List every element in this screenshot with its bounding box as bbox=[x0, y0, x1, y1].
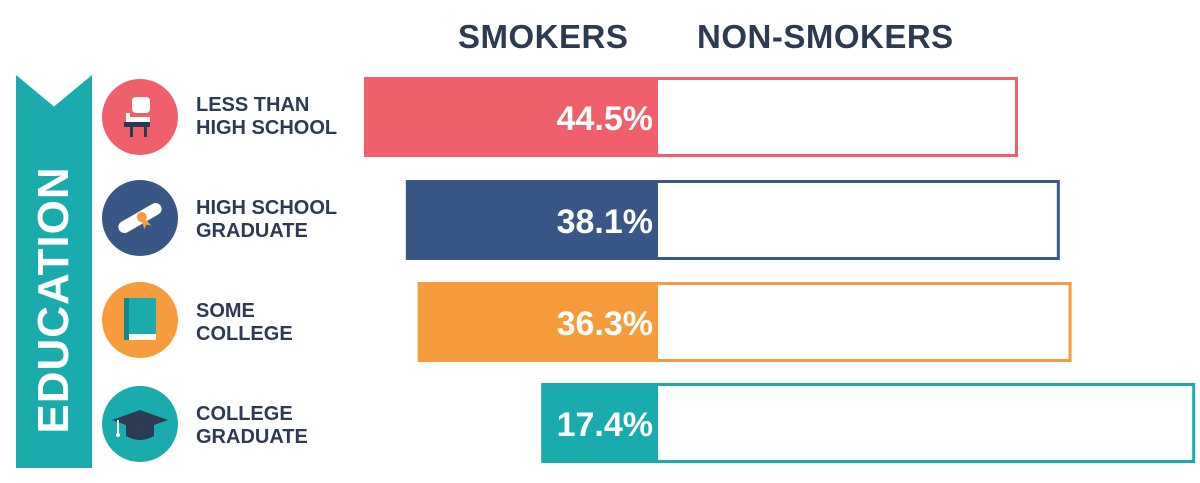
smokers-bar bbox=[405, 180, 655, 260]
row-label-college-graduate: COLLEGE GRADUATE bbox=[196, 403, 308, 448]
non-smokers-bar bbox=[655, 180, 1060, 260]
graduation-cap-icon bbox=[102, 386, 178, 462]
row-label-high-school-graduate: HIGH SCHOOL GRADUATE bbox=[196, 197, 338, 242]
diploma-icon bbox=[102, 180, 178, 256]
non-smokers-bar bbox=[655, 383, 1196, 463]
row-label-some-college: SOME COLLEGE bbox=[196, 300, 293, 345]
row-label-less-than-high-school: LESS THAN HIGH SCHOOL bbox=[196, 94, 338, 139]
data-label: 38.1% bbox=[557, 203, 653, 241]
school-desk-icon bbox=[102, 79, 178, 155]
smokers-bar bbox=[363, 77, 655, 157]
data-label: 17.4% bbox=[557, 406, 653, 444]
data-label: 44.5% bbox=[557, 100, 653, 138]
header-smokers: SMOKERS bbox=[458, 18, 629, 55]
non-smokers-bar bbox=[655, 77, 1018, 157]
book-icon bbox=[102, 282, 178, 358]
data-label: 36.3% bbox=[557, 305, 653, 343]
education-ribbon bbox=[16, 75, 92, 468]
smokers-bar bbox=[417, 282, 655, 362]
non-smokers-bar bbox=[655, 282, 1072, 362]
header-non-smokers: NON-SMOKERS bbox=[697, 18, 954, 55]
smokers-bar bbox=[541, 383, 655, 463]
